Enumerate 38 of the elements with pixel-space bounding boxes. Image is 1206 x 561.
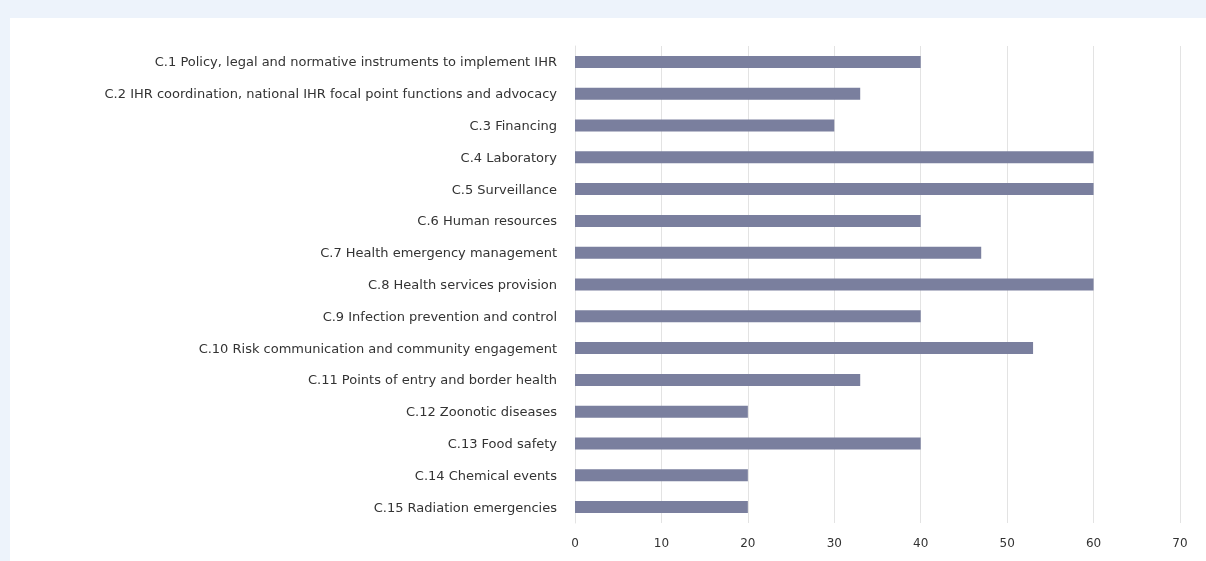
y-tick-label: C.13 Food safety	[447, 436, 558, 451]
y-tick-label: C.12 Zoonotic diseases	[405, 404, 558, 420]
bar	[575, 310, 921, 323]
y-tick-label: C.1 Policy, legal and normative instruments to implement IHR	[154, 54, 557, 70]
y-tick-label: C.5 Surveillance	[451, 181, 557, 197]
y-tick-label: C.11 Points of entry and border health	[307, 372, 557, 388]
y-tick-label: C.4 Laboratory	[460, 149, 558, 165]
x-tick-label: 50	[999, 536, 1015, 550]
y-tick-label: C.6 Human resources	[417, 213, 558, 229]
bar	[575, 119, 835, 132]
y-tick-label: C.7 Health emergency management	[320, 245, 557, 261]
bar	[575, 501, 748, 514]
bar	[575, 214, 921, 227]
x-tick-label: 0	[571, 536, 579, 550]
y-tick-label: C.14 Chemical events	[414, 467, 558, 483]
bar	[575, 437, 921, 450]
bar	[575, 278, 1094, 291]
bar	[575, 342, 1034, 355]
x-tick-label: 20	[740, 536, 756, 550]
x-tick-label: 60	[1085, 536, 1102, 550]
x-tick-label: 30	[826, 536, 842, 550]
bar	[575, 469, 748, 482]
bar	[575, 87, 861, 100]
y-tick-label: C.9 Infection prevention and control	[322, 308, 557, 324]
bar	[575, 246, 982, 259]
y-tick-label: C.15 Radiation emergencies	[373, 499, 558, 515]
bar	[575, 183, 1094, 196]
x-tick-label: 40	[913, 536, 929, 550]
bar	[575, 151, 1094, 164]
x-tick-label: 10	[653, 536, 670, 550]
bar	[575, 373, 861, 386]
x-tick-label: 70	[1172, 536, 1188, 550]
y-tick-label: C.10 Risk communication and community engagement	[198, 340, 557, 356]
y-tick-label: C.3 Financing	[469, 118, 557, 133]
bar	[575, 55, 921, 68]
bar	[575, 405, 748, 418]
y-tick-label: C.2 IHR coordination, national IHR focal point functions and advocacy	[104, 86, 558, 102]
y-tick-label: C.8 Health services provision	[367, 277, 557, 292]
